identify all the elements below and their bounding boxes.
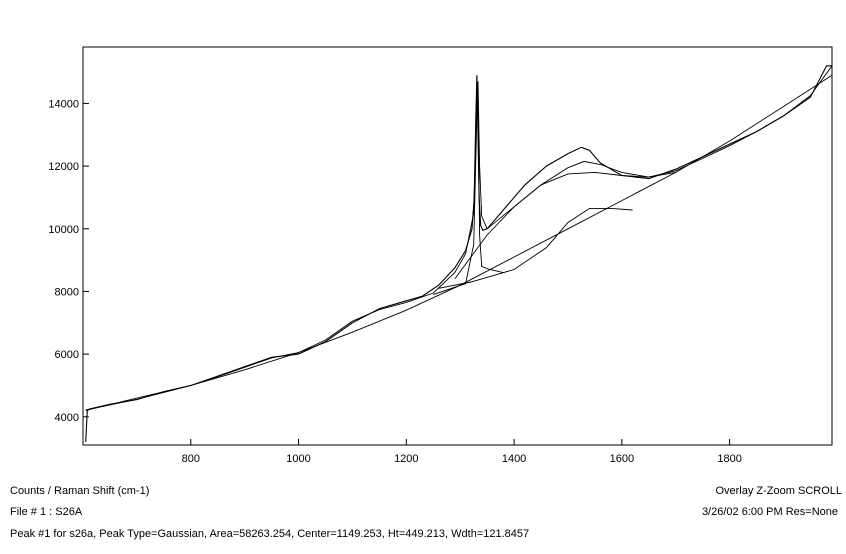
axis-units-label: Counts / Raman Shift (cm-1) xyxy=(10,485,150,497)
y-tick-label: 14000 xyxy=(48,98,79,110)
x-tick-label: 1800 xyxy=(717,453,741,465)
y-axis: 4000 6000 8000 10000 12000 14000 xyxy=(48,98,89,424)
x-tick-label: 1000 xyxy=(286,453,310,465)
peak-info-label: Peak #1 for s26a, Peak Type=Gaussian, Ar… xyxy=(10,528,530,540)
series-line-broad-band-fit xyxy=(454,171,676,280)
y-tick-label: 8000 xyxy=(55,286,79,298)
x-tick-label: 1400 xyxy=(502,453,526,465)
series-line-spectrum xyxy=(85,65,832,442)
series-line-narrow-peak-component xyxy=(433,84,504,296)
y-tick-label: 6000 xyxy=(55,349,79,361)
raman-spectrum-chart: 800 1000 1200 1400 1600 1800 4000 6000 8000 1000… xyxy=(48,46,833,465)
y-tick-label: 12000 xyxy=(48,161,79,173)
series-line-baseline xyxy=(85,74,833,411)
x-tick-label: 1600 xyxy=(610,453,634,465)
datetime-res-label: 3/26/02 6:00 PM Res=None xyxy=(701,506,838,518)
x-tick-label: 800 xyxy=(182,453,200,465)
file-info-label: File # 1 : S26A xyxy=(10,506,83,518)
plot-frame xyxy=(82,46,833,446)
x-axis: 800 1000 1200 1400 1600 1800 xyxy=(182,439,742,465)
y-tick-label: 10000 xyxy=(48,224,79,236)
y-tick-label: 4000 xyxy=(55,412,79,424)
series-layer xyxy=(85,65,833,442)
x-tick-label: 1200 xyxy=(394,453,418,465)
mode-info-label: Overlay Z-Zoom SCROLL xyxy=(715,485,842,497)
